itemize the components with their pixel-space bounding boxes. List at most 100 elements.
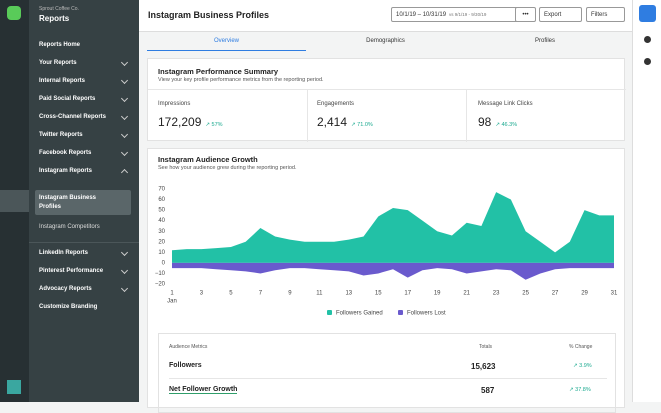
metrics-table: Audience Metrics Totals % Change Followe… [158,333,616,413]
icon-rail [0,0,29,402]
card-title: Instagram Audience Growth [158,155,258,164]
compose-button[interactable] [639,5,656,22]
growth-card: Instagram Audience Growth See how your a… [147,148,625,413]
y-tick-label: 20 [158,239,165,245]
menu-item[interactable]: Cross-Channel Reports [39,112,139,121]
change: 3.9% [579,363,592,369]
menu-item[interactable]: Reports Home [39,42,81,48]
value: 98 [478,115,492,129]
tab[interactable]: Demographics [366,38,405,44]
active-nav[interactable] [0,190,29,212]
value: 2,414 [317,115,348,129]
x-tick-label: 1 [170,291,174,297]
row-change: ↗ 37.8% [569,387,591,393]
row-label: Followers [169,362,202,369]
row-total: 15,623 [471,362,496,371]
x-tick-label: 7 [259,291,263,297]
menu-item[interactable]: Advocacy Reports [39,284,139,293]
org-name: Sprout Coffee Co. [39,6,79,12]
y-tick-label: 50 [158,208,165,214]
y-tick-label: −10 [155,271,166,277]
card-subtitle: See how your audience grew during the re… [158,165,297,171]
divider [29,242,139,243]
metric-label: Impressions [158,101,191,107]
menu-subitem[interactable]: Instagram Business Profiles [39,195,97,210]
metric-label: Message Link Clicks [478,101,533,107]
x-tick-label: 3 [200,291,204,297]
y-tick-label: −20 [155,282,166,288]
metric-value: 98 ↗ 46.3% [478,115,518,129]
menu-item[interactable]: Facebook Reports [39,148,139,157]
y-tick-label: 70 [158,187,165,193]
logo [7,6,21,20]
y-tick-label: 60 [158,197,165,203]
row-change: ↗ 3.9% [573,363,592,369]
change: 71.0% [357,122,373,128]
divider [148,89,626,90]
selected-item[interactable] [35,190,131,215]
card-title: Instagram Performance Summary [158,67,279,76]
area-series [172,262,614,280]
menu-item[interactable]: LinkedIn Reports [39,248,139,257]
label: Export [544,11,562,18]
filters-button[interactable]: Filters [586,7,625,22]
help[interactable] [644,58,651,65]
x-tick-label: 31 [611,291,618,297]
area-series [172,192,614,263]
tabs: Overview Demographics Profiles [147,38,625,52]
summary-card: Instagram Performance Summary View your … [147,58,626,142]
menu-item[interactable]: Customize Branding [39,304,98,310]
page-title: Instagram Business Profiles [148,10,270,20]
label: Instagram Reports [39,168,93,174]
change: 37.8% [575,387,591,393]
notifications[interactable] [644,36,651,43]
x-tick-label: 11 [316,291,323,297]
tab[interactable]: Profiles [534,38,555,44]
date-picker[interactable]: 10/1/19 – 10/31/19 vs 9/1/19 - 9/30/19 [391,7,519,22]
x-tick-label: 17 [404,291,411,297]
label: Your Reports [39,60,77,66]
menu-item[interactable]: Pinterest Performance [39,266,139,275]
y-tick-label: 30 [158,229,165,235]
change: 46.3% [501,122,518,128]
menu-item[interactable]: Instagram Reports [39,168,139,177]
reports-menu: Sprout Coffee Co. Reports Reports Home Y… [29,0,139,402]
label: Internal Reports [39,78,86,84]
x-tick-label: 9 [288,291,292,297]
y-tick-label: 0 [162,260,166,266]
table-header: Audience Metrics [169,344,208,350]
table-header: % Change [569,344,593,350]
menu-title: Reports [39,14,70,23]
menu-item[interactable]: Internal Reports [39,76,139,85]
y-tick-label: 10 [158,250,165,256]
export-button[interactable]: Export [539,7,582,22]
compare-range: vs 9/1/19 - 9/30/19 [449,12,487,17]
legend-swatch [398,310,403,315]
x-tick-label: 5 [229,291,233,297]
legend-label: Followers Lost [407,311,446,317]
tab[interactable]: Overview [147,38,306,51]
menu-item[interactable]: Twitter Reports [39,130,139,139]
menu-subitem[interactable]: Instagram Competitors [39,224,100,230]
x-tick-label: 21 [463,291,470,297]
x-sublabel: Jan [167,299,177,305]
avatar[interactable] [7,380,21,394]
date-range: 10/1/19 – 10/31/19 [396,11,447,18]
x-tick-label: 27 [552,291,559,297]
label: Pinterest Performance [39,268,104,274]
value: 172,209 [158,115,202,129]
divider [169,378,607,379]
header: Instagram Business Profiles 10/1/19 – 10… [139,0,632,32]
label: Advocacy Reports [39,286,92,292]
label: Twitter Reports [39,132,83,138]
label: LinkedIn Reports [39,250,89,256]
menu-item[interactable]: Paid Social Reports [39,94,139,103]
more-button[interactable]: ••• [515,7,536,22]
menu-item[interactable]: Your Reports [39,58,139,67]
label: Paid Social Reports [39,96,96,102]
row-label[interactable]: Net Follower Growth [169,386,238,394]
card-subtitle: View your key profile performance metric… [158,77,324,83]
label: Facebook Reports [39,150,92,156]
